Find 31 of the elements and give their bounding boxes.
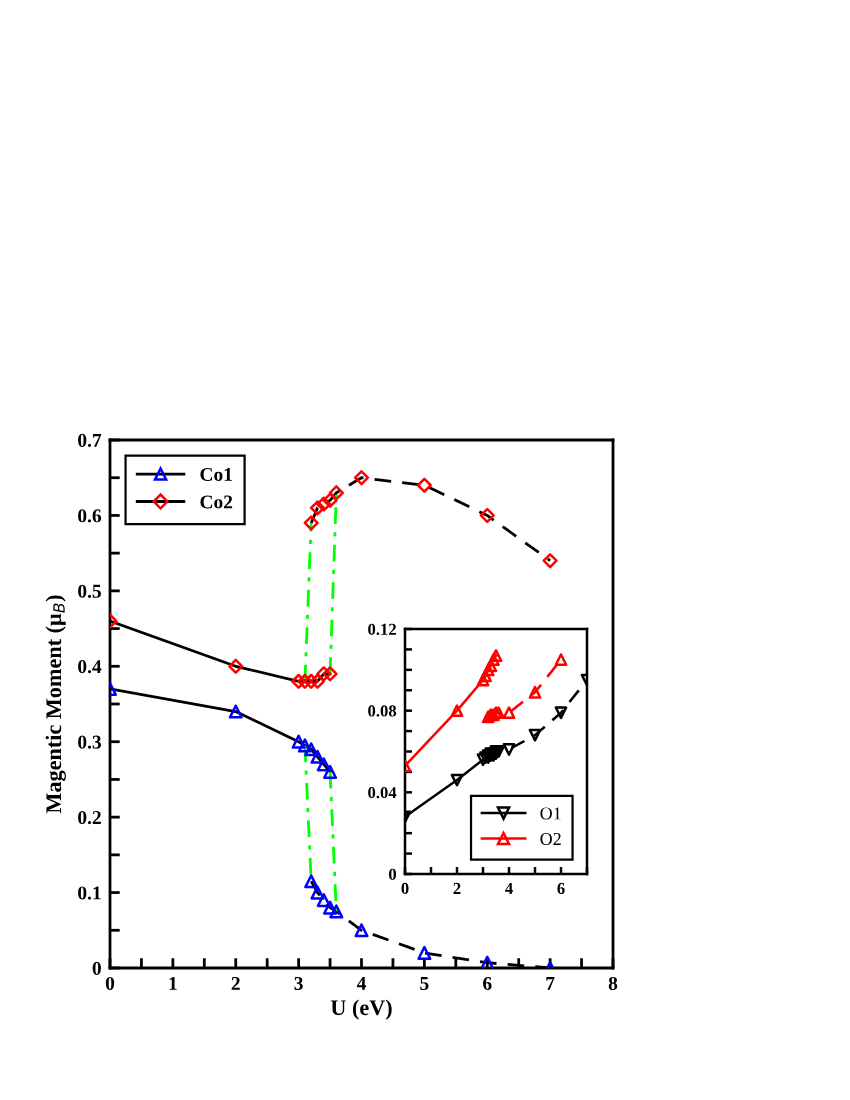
x-tick-label: 0: [105, 976, 115, 991]
x-axis-title: U (eV): [330, 999, 392, 1020]
x-tick-label: 3: [294, 976, 303, 991]
y-tick-label: 0.2: [78, 810, 101, 825]
x-tick-label: 1: [169, 976, 177, 990]
y-tick-label: 0: [388, 868, 397, 880]
y-tick-label: 0.5: [78, 584, 101, 598]
y-tick-label: 0.3: [78, 735, 101, 749]
y-tick-label: 0.1: [78, 886, 101, 900]
legend-label: O2: [540, 832, 561, 846]
y-tick-label: 0: [92, 961, 101, 975]
y-axis-title: Magentic Moment (μ$_{B}$): [45, 595, 66, 814]
legend-label: O1: [540, 807, 561, 820]
x-tick-label: 7: [546, 977, 555, 990]
x-tick-label: 4: [505, 882, 513, 894]
x-tick-label: 0: [401, 882, 409, 895]
y-tick-label: 0.7: [78, 433, 102, 448]
y-tick-label: 0.08: [368, 705, 397, 717]
x-tick-label: 2: [231, 976, 240, 990]
x-tick-label: 6: [483, 976, 492, 991]
x-tick-label: 8: [608, 976, 618, 991]
x-tick-label: 6: [557, 882, 565, 895]
x-tick-label: 5: [420, 977, 429, 991]
legend-label: Co1: [200, 467, 232, 482]
y-tick-label: 0.4: [78, 660, 102, 674]
y-tick-label: 0.04: [368, 787, 397, 799]
y-tick-label: 0.6: [78, 509, 102, 523]
x-tick-label: 2: [453, 882, 461, 894]
legend-label: Co2: [200, 495, 233, 509]
y-tick-label: 0.12: [368, 623, 396, 636]
x-tick-label: 4: [356, 977, 366, 990]
